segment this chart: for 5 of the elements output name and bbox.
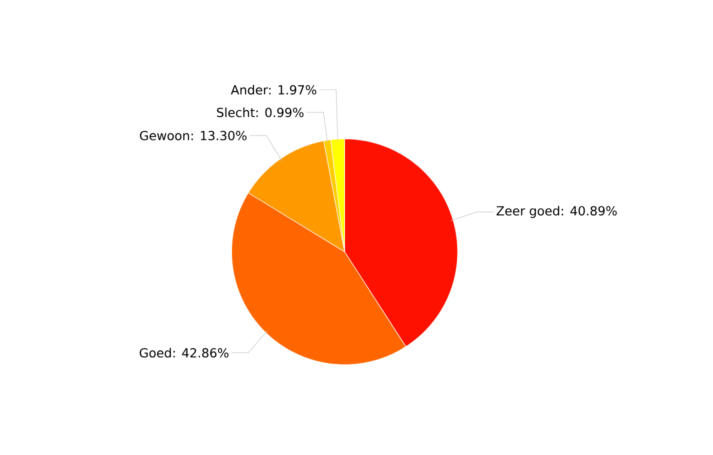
- slice-label: Gewoon: 13.30%: [140, 130, 247, 140]
- slice-label: Slecht: 0.99%: [217, 107, 304, 118]
- slice-label: Zeer goed: 40.89%: [496, 206, 617, 218]
- slice-label: Goed: 42.86%: [140, 348, 228, 358]
- slice-label: Ander: 1.97%: [230, 84, 316, 95]
